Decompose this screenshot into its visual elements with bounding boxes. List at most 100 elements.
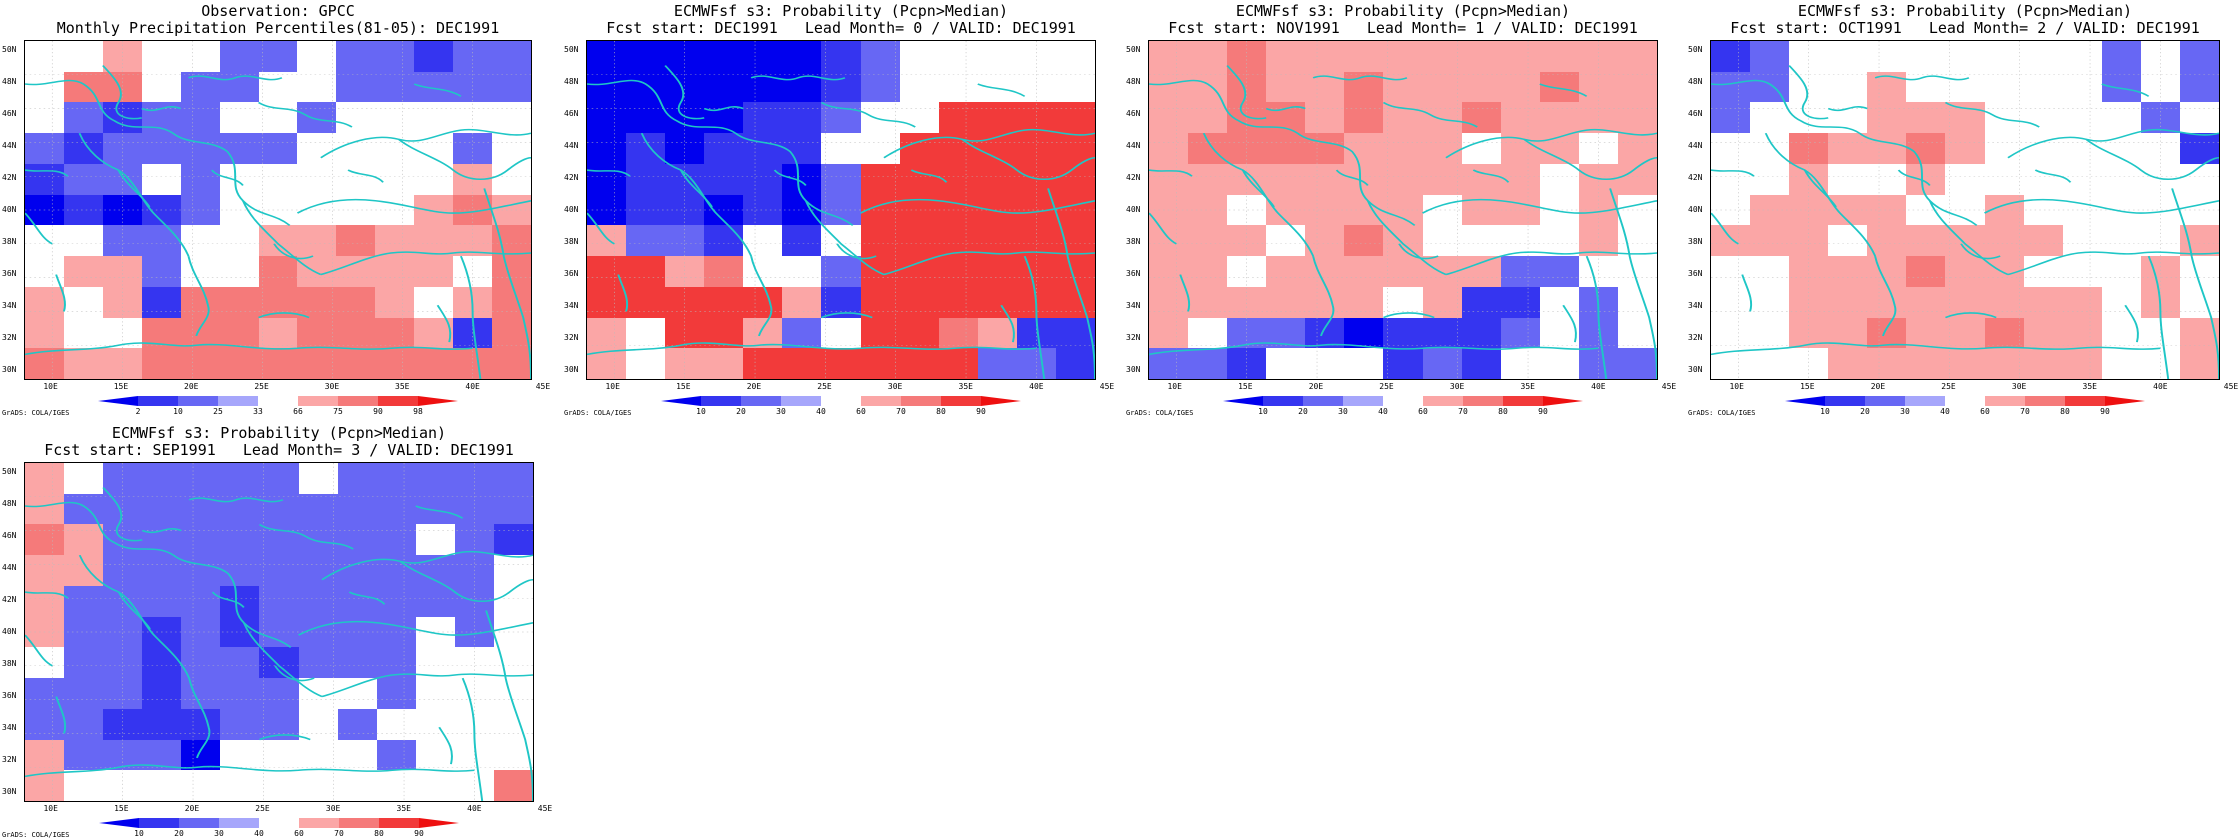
coastline: [2007, 251, 2219, 276]
grid-cell: [63, 256, 103, 287]
coastline-overlay: [25, 463, 533, 801]
coastline: [397, 138, 531, 181]
panel-title: Observation: GPCC: [201, 2, 355, 20]
latitude-label: 40N: [1126, 205, 1141, 214]
grid-cell: [493, 463, 533, 494]
longitude-label: 15E: [114, 804, 129, 813]
grid-cell: [1617, 163, 1657, 195]
grid-cell: [259, 739, 299, 771]
grid-cell: [1149, 286, 1189, 318]
grid-cell: [1945, 71, 1985, 103]
grid-cell: [626, 133, 666, 164]
grid-cell: [1984, 133, 2024, 164]
grid-cell: [1055, 286, 1095, 318]
grid-cell: [180, 225, 220, 257]
longitude-label: 40E: [1591, 382, 1606, 391]
grid-cell: [1500, 41, 1540, 72]
grid-cell: [1188, 348, 1228, 379]
grid-cell: [25, 585, 65, 617]
grid-cell: [1055, 41, 1095, 72]
grid-cell: [1906, 348, 1946, 379]
coastline-overlay: [25, 41, 531, 379]
colorbar-segment: [1543, 396, 1583, 406]
longitude-label: 20E: [184, 804, 200, 813]
latitude-label: 30N: [2, 365, 17, 374]
grid-cell: [1266, 163, 1306, 195]
grid-cell: [1539, 71, 1579, 103]
coastline: [587, 169, 631, 177]
grid-cell: [1828, 286, 1868, 318]
coastline: [1023, 255, 1046, 379]
grid-cell: [1188, 41, 1228, 72]
grid-cell: [977, 348, 1017, 379]
grid-cell: [1750, 163, 1790, 195]
grid-cell: [376, 585, 416, 617]
latitude-label: 44N: [2, 141, 17, 150]
grid-cell: [1305, 102, 1345, 134]
grid-cell: [782, 317, 822, 349]
coastline: [258, 523, 354, 550]
grid-cell: [220, 739, 260, 771]
grid-cell: [821, 256, 861, 287]
latitude-label: 38N: [1126, 237, 1141, 246]
grid-cell: [25, 463, 65, 494]
grid-cell: [2101, 286, 2141, 318]
coastline: [883, 128, 1095, 159]
grid-cell: [220, 647, 260, 679]
grid-cell: [1711, 317, 1751, 349]
grid-cell: [64, 739, 104, 771]
grid-cell: [626, 317, 666, 349]
colorbar-segment: [981, 396, 1021, 406]
colorbar-segment: [98, 396, 138, 406]
colorbar-segment: [741, 396, 781, 406]
longitude-label: 30E: [325, 804, 341, 813]
grid-cell: [1383, 163, 1423, 195]
grid-cell: [219, 286, 259, 318]
colorbar-label: 70: [896, 407, 906, 416]
grid-cell: [142, 585, 182, 617]
grid-cell: [25, 708, 65, 740]
grid-cell: [1461, 225, 1501, 257]
grid-cell: [1750, 41, 1790, 72]
colorbar-label: 30: [1900, 407, 1910, 416]
grid-cell: [1867, 286, 1907, 318]
grid-cell: [1984, 348, 2024, 379]
grid-cell: [1383, 71, 1423, 103]
latitude-label: 38N: [564, 237, 579, 246]
grid-cell: [25, 286, 64, 318]
coastline-overlay: [1711, 41, 2219, 379]
grid-cell: [1422, 348, 1462, 379]
grid-cell: [25, 493, 65, 525]
panel-subtitle: Monthly Precipitation Percentiles(81-05)…: [56, 19, 500, 37]
panel-subtitle: Fcst start: DEC1991 Lead Month= 0 / VALI…: [606, 19, 1076, 37]
colorbar-segment: [138, 396, 178, 406]
grid-cell: [2062, 286, 2102, 318]
longitude-label: 35E: [2082, 382, 2097, 391]
longitude-label: 40E: [2153, 382, 2168, 391]
longitude-label: 25E: [1941, 382, 1956, 391]
colorbar-label: 10: [134, 829, 144, 838]
grid-cell: [375, 71, 415, 103]
grid-cell: [142, 463, 182, 494]
colorbar-label: 80: [374, 829, 384, 838]
grid-cell: [219, 163, 259, 195]
longitude-label: 45E: [2223, 382, 2239, 391]
grid-cell: [821, 348, 861, 379]
grid-cell: [414, 256, 454, 287]
grid-cell: [1055, 163, 1095, 195]
grid-cell: [142, 647, 182, 679]
grid-cell: [1344, 133, 1384, 164]
grid-cell: [64, 647, 104, 679]
grid-cell: [2023, 41, 2063, 72]
coastline: [25, 634, 53, 667]
map-panel-lead0: 50N 48N 46N 44N 42N 40N 38N 36N 34N 32N 30N 10E 15E 2…: [564, 40, 1114, 417]
grid-cell: [64, 463, 104, 494]
grid-cell: [1188, 256, 1228, 287]
grid-cell: [336, 71, 376, 103]
colorbar-label: 40: [254, 829, 264, 838]
grid-cell: [1188, 102, 1228, 134]
grid-cell: [25, 71, 64, 103]
grid-cell: [626, 163, 666, 195]
grid-cell: [1188, 225, 1228, 257]
grid-cell: [220, 585, 260, 617]
